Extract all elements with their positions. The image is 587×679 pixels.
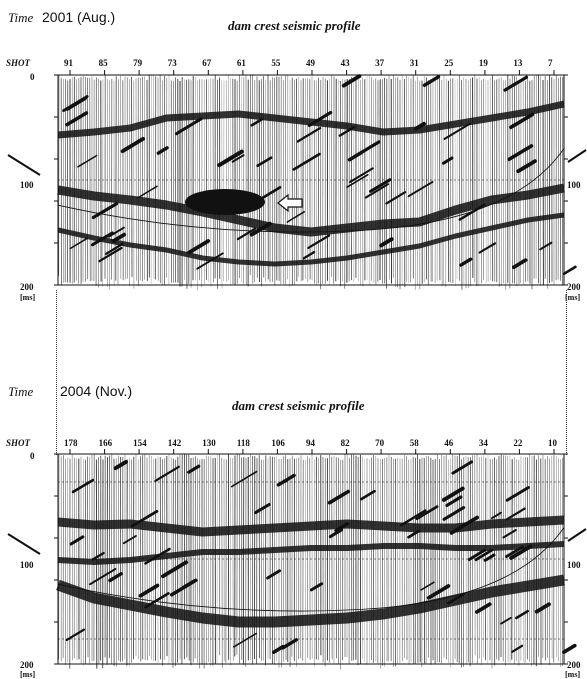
shot-number: 67	[202, 58, 212, 68]
left-edge-marker	[7, 154, 41, 176]
shot-number: 37	[375, 58, 385, 68]
shot-number: 94	[306, 438, 315, 448]
right-tick-200: 200	[567, 660, 581, 670]
horizon-1	[57, 100, 565, 139]
shot-number: 58	[409, 438, 419, 448]
shot-number: 79	[133, 58, 143, 68]
shot-number: 166	[98, 438, 113, 448]
y-tick-0: 0	[30, 72, 35, 82]
shot-number: 55	[271, 58, 281, 68]
horizon-3	[57, 212, 565, 267]
y-tick-100: 100	[20, 180, 34, 190]
right-edge-marker	[567, 149, 587, 163]
shot-number: 10	[548, 438, 557, 448]
interpreted-line	[57, 527, 565, 612]
shot-number: 25	[444, 58, 454, 68]
shot-number: 85	[98, 58, 108, 68]
shot-number: 19	[478, 58, 488, 68]
shot-label: SHOT	[6, 58, 31, 68]
profile-title: dam crest seismic profile	[228, 18, 361, 33]
right-edge-marker	[567, 528, 587, 542]
shot-number: 118	[236, 438, 250, 448]
shot-number: 178	[64, 438, 78, 448]
horizon-1	[57, 515, 565, 537]
y-tick-200: 200	[20, 282, 34, 292]
time-value: 2004 (Nov.)	[60, 383, 133, 399]
time-value: 2001 (Aug.)	[42, 9, 116, 25]
shot-number: 34	[478, 438, 488, 448]
right-tick-100: 100	[567, 180, 581, 190]
shot-number: 82	[340, 438, 350, 448]
right-tick-200: 200	[567, 282, 581, 292]
left-edge-marker	[7, 533, 41, 555]
shot-number: 31	[409, 58, 419, 68]
anomaly-zone	[185, 189, 265, 215]
y-tick-0: 0	[30, 451, 35, 461]
shot-label: SHOT	[6, 438, 31, 448]
right-unit-label: [ms]	[565, 293, 581, 302]
shot-number: 142	[167, 438, 182, 448]
shot-number: 106	[271, 438, 285, 448]
shot-number: 7	[548, 58, 553, 68]
dotted-guide-left	[56, 290, 57, 455]
y-tick-200: 200	[20, 660, 34, 670]
shot-number: 73	[167, 58, 177, 68]
horizon-2	[57, 541, 565, 565]
dotted-guide-right	[566, 290, 567, 455]
unit-label: [ms]	[20, 670, 36, 679]
profile-title: dam crest seismic profile	[232, 398, 365, 413]
y-tick-100: 100	[20, 560, 34, 570]
arrow-left-icon	[277, 193, 303, 213]
shot-number: 46	[444, 438, 454, 448]
time-label: Time	[8, 10, 34, 25]
horizon-3	[56, 574, 565, 628]
right-unit-label: [ms]	[565, 670, 581, 679]
unit-label: [ms]	[20, 293, 36, 302]
interpreted-line	[57, 148, 565, 233]
reflection-events	[62, 74, 577, 276]
shot-number: 91	[64, 58, 73, 68]
shot-number: 70	[375, 438, 385, 448]
shot-number: 130	[202, 438, 216, 448]
right-tick-100: 100	[567, 560, 581, 570]
shot-number: 43	[340, 58, 350, 68]
shot-number: 154	[133, 438, 147, 448]
shot-number: 13	[513, 58, 523, 68]
time-label: Time	[8, 384, 34, 399]
shot-number: 49	[306, 58, 315, 68]
shot-number: 22	[513, 438, 523, 448]
shot-number: 61	[236, 58, 246, 68]
